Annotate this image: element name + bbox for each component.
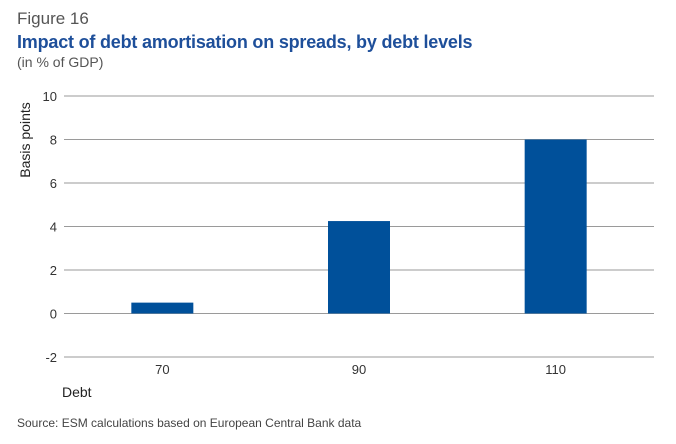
y-tick-label: 10 <box>43 89 57 104</box>
x-tick-label: 70 <box>155 362 169 377</box>
y-tick-label: 6 <box>50 176 57 191</box>
y-tick-label: -2 <box>45 350 57 365</box>
bars <box>131 139 587 314</box>
x-axis-ticks: 70 90 110 <box>155 362 566 377</box>
bar-chart: -2 0 2 4 6 8 10 70 90 110 Basis points Debt <box>17 89 654 400</box>
x-tick-label: 110 <box>545 362 566 377</box>
bar-110 <box>524 139 587 314</box>
bar-90 <box>328 221 390 314</box>
figure-number: Figure 16 <box>17 9 89 28</box>
chart-title: Impact of debt amortisation on spreads, … <box>17 32 473 52</box>
y-tick-label: 4 <box>50 220 57 235</box>
x-tick-label: 90 <box>352 362 366 377</box>
bar-70 <box>131 302 194 314</box>
y-tick-label: 2 <box>50 263 57 278</box>
y-axis-title: Basis points <box>17 102 33 177</box>
y-tick-label: 0 <box>50 307 57 322</box>
y-tick-label: 8 <box>50 133 57 148</box>
chart-subtitle: (in % of GDP) <box>17 54 104 70</box>
source-note: Source: ESM calculations based on Europe… <box>17 416 362 430</box>
x-axis-title: Debt <box>62 384 92 400</box>
y-axis-ticks: -2 0 2 4 6 8 10 <box>43 89 57 365</box>
